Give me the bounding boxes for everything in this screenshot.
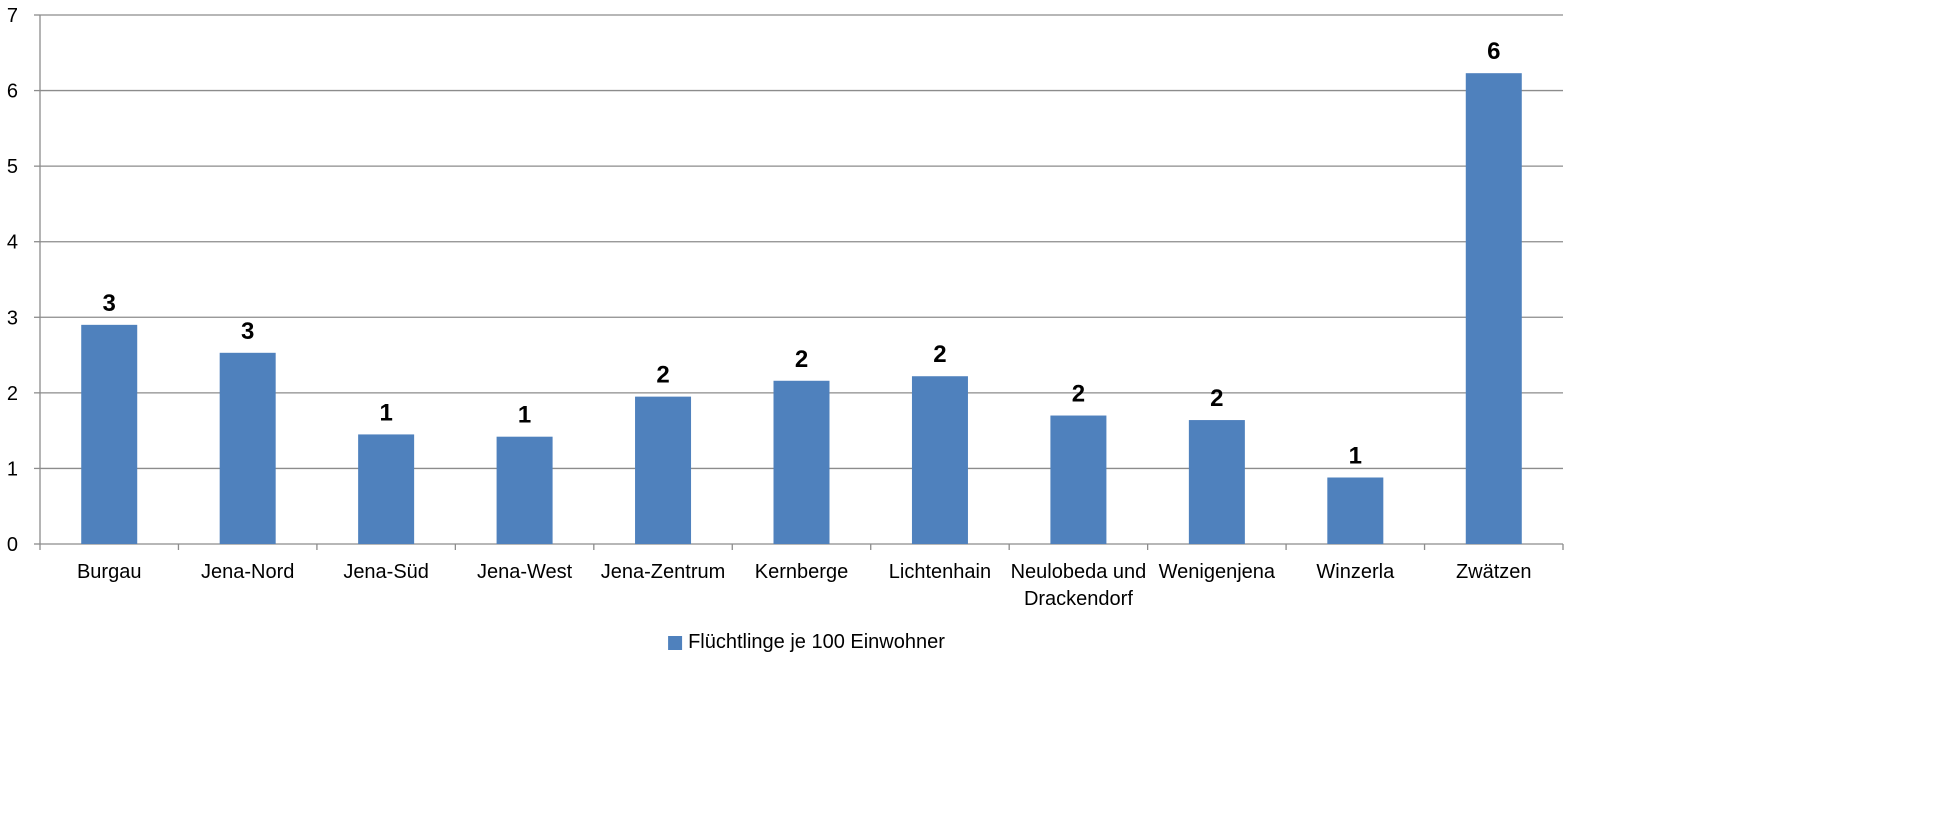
bar [911,376,968,544]
x-tick-label: Neulobeda und [1011,561,1147,583]
data-label: 2 [1072,381,1085,408]
data-label: 3 [241,318,254,345]
bar [1327,477,1384,544]
y-tick-label: 5 [7,156,18,178]
data-labels: 3 3 1 1 2 2 2 2 2 1 6 [103,38,1501,469]
x-tick-label: Lichtenhain [889,561,991,583]
bar [773,380,830,544]
x-axis-ticks: Burgau Jena-Nord Jena-Süd Jena-West Jena-Zen… [77,561,1532,610]
legend-label: Flüchtlinge je 100 Einwohner [688,631,945,653]
y-tick-label: 1 [7,458,18,480]
bar [635,396,692,544]
data-label: 2 [656,362,669,389]
bars [81,73,1522,544]
x-tick-label: Winzerla [1316,561,1395,583]
x-tick-label: Burgau [77,561,142,583]
bar [219,352,276,544]
y-tick-label: 3 [7,307,18,329]
data-label: 2 [1210,385,1223,412]
bar [1050,415,1107,544]
legend-swatch [668,636,683,650]
y-tick-label: 7 [7,5,18,27]
x-tick-label: Jena-Zentrum [601,561,726,583]
gridlines [40,14,1563,470]
data-label: 3 [103,290,116,317]
data-label: 6 [1487,38,1500,65]
legend: Flüchtlinge je 100 Einwohner [668,631,945,653]
data-label: 1 [379,399,392,426]
y-axis-ticks: 0 1 2 3 4 5 6 7 [7,5,18,556]
x-tick-label: Jena-West [477,561,573,583]
bar [1465,73,1522,544]
y-tick-label: 4 [7,232,18,254]
data-label: 2 [933,341,946,368]
x-tick-label: Drackendorf [1024,588,1133,610]
x-tick-label: Jena-Nord [201,561,294,583]
bar [496,436,553,544]
data-label: 2 [795,346,808,373]
bar [81,324,138,544]
x-tick-label: Zwätzen [1456,561,1532,583]
data-label: 1 [518,402,531,429]
y-tick-label: 6 [7,81,18,103]
x-tick-label: Wenigenjena [1159,561,1276,583]
bar [358,434,415,544]
data-label: 1 [1349,442,1362,469]
y-tick-label: 0 [7,534,18,556]
bar [1188,420,1245,544]
x-tick-label: Kernberge [755,561,848,583]
y-tick-label: 2 [7,383,18,405]
x-tick-label: Jena-Süd [343,561,429,583]
